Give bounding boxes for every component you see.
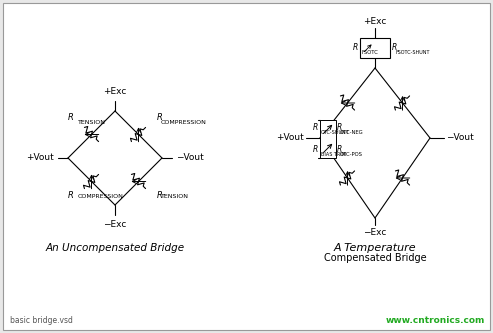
Bar [320,120,336,158]
Text: +Vout: +Vout [276,134,304,143]
Text: R: R [392,44,397,53]
Text: +Exc: +Exc [363,17,387,26]
Text: R: R [337,124,342,133]
Text: −Exc: −Exc [104,220,127,229]
Text: Compensated Bridge: Compensated Bridge [324,253,426,263]
Text: An Uncompensated Bridge: An Uncompensated Bridge [45,243,184,253]
Text: +Vout: +Vout [26,154,54,163]
Text: R: R [337,146,342,155]
Text: −Exc: −Exc [363,228,387,237]
Text: R: R [353,44,358,53]
Text: OTC-NEG: OTC-NEG [340,130,364,135]
Text: R: R [68,191,73,200]
Text: TENSION: TENSION [161,193,188,198]
Text: basic bridge.vsd: basic bridge.vsd [10,316,73,325]
Text: R: R [313,146,318,155]
FancyBboxPatch shape [3,3,490,330]
Text: OTC-POS: OTC-POS [340,152,363,157]
Text: R: R [156,191,162,200]
Text: R: R [68,114,73,123]
Text: FSOTC-SHUNT: FSOTC-SHUNT [396,50,430,55]
Text: OTC-SHUNT: OTC-SHUNT [321,130,350,135]
Text: R: R [156,114,162,123]
Text: R: R [313,124,318,133]
Bar [360,38,390,58]
Text: BIAS TRIM: BIAS TRIM [321,152,346,157]
Text: www.cntronics.com: www.cntronics.com [386,316,485,325]
Text: +Exc: +Exc [104,87,127,96]
Text: −Vout: −Vout [446,134,474,143]
Text: COMPRESSION: COMPRESSION [77,193,123,198]
Text: COMPRESSION: COMPRESSION [161,120,207,125]
Text: TENSION: TENSION [77,120,106,125]
Text: −Vout: −Vout [176,154,204,163]
Text: A Temperature: A Temperature [334,243,416,253]
Text: FSOTC: FSOTC [361,50,378,55]
